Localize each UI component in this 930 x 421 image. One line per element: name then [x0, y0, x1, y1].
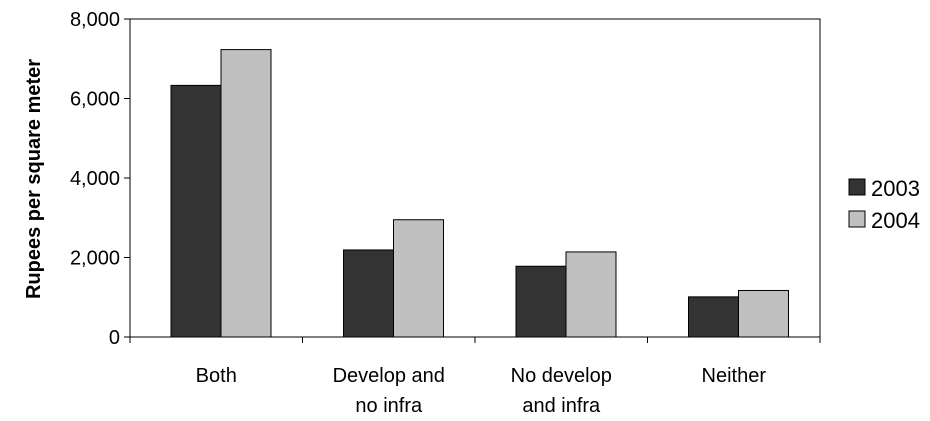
- legend-swatch-2004: [848, 210, 866, 228]
- bar-2003: [688, 296, 739, 338]
- category-label: Neither: [702, 365, 767, 387]
- category-label: No develop and infra: [511, 365, 612, 417]
- legend-label-2003: 2003: [871, 176, 920, 201]
- category-label: Develop and no infra: [333, 365, 445, 417]
- y-tick-label: 6,000: [70, 89, 120, 111]
- bar-2003: [343, 249, 394, 338]
- legend-swatch-2003: [848, 178, 866, 196]
- y-tick-label: 2,000: [70, 248, 120, 270]
- y-axis-title: Rupees per square meter: [23, 59, 45, 299]
- plot-area: 0 2,000 4,000 6,000 8,000 Both Develop and no i…: [70, 9, 821, 417]
- bar-2004: [565, 251, 617, 338]
- y-tick-label: 0: [109, 327, 120, 349]
- legend-label-2004: 2004: [871, 208, 920, 233]
- bar-2003: [515, 265, 567, 338]
- category-label: Both: [196, 365, 237, 387]
- bar-2003: [170, 84, 222, 338]
- y-tick-label: 4,000: [70, 168, 120, 190]
- bar-2004: [220, 49, 272, 338]
- bar-2004: [738, 289, 789, 338]
- y-tick-label: 8,000: [70, 9, 120, 31]
- legend: 2003 2004: [848, 176, 920, 233]
- bar-2004: [393, 219, 444, 338]
